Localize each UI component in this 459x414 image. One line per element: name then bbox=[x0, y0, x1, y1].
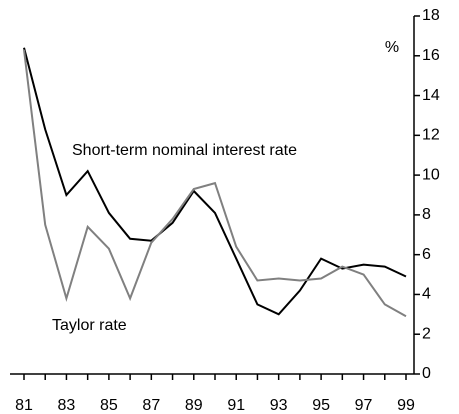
unit-label: % bbox=[385, 39, 399, 56]
x-tick-label: 89 bbox=[185, 397, 203, 414]
y-tick-label: 12 bbox=[422, 127, 440, 144]
x-tick-label: 97 bbox=[355, 397, 373, 414]
series-label: Taylor rate bbox=[52, 317, 127, 334]
x-tick-label: 87 bbox=[142, 397, 160, 414]
y-tick-label: 6 bbox=[422, 246, 431, 263]
y-tick-label: 0 bbox=[422, 365, 431, 382]
series-label: Short-term nominal interest rate bbox=[72, 142, 297, 159]
x-tick-label: 85 bbox=[100, 397, 118, 414]
y-tick-label: 14 bbox=[422, 87, 440, 104]
series-line bbox=[23, 49, 407, 318]
x-tick-label: 91 bbox=[227, 397, 245, 414]
y-tick-label: 2 bbox=[422, 325, 431, 342]
series-line bbox=[23, 47, 407, 316]
y-tick-label: 18 bbox=[422, 7, 440, 24]
x-tick-label: 95 bbox=[312, 397, 330, 414]
x-tick-label: 83 bbox=[58, 397, 76, 414]
x-tick-label: 99 bbox=[397, 397, 415, 414]
y-tick-label: 8 bbox=[422, 206, 431, 223]
y-tick-label: 16 bbox=[422, 47, 440, 64]
x-tick-label: 81 bbox=[15, 397, 33, 414]
y-tick-label: 10 bbox=[422, 166, 440, 183]
x-tick-label: 93 bbox=[270, 397, 288, 414]
y-tick-label: 4 bbox=[422, 286, 431, 303]
